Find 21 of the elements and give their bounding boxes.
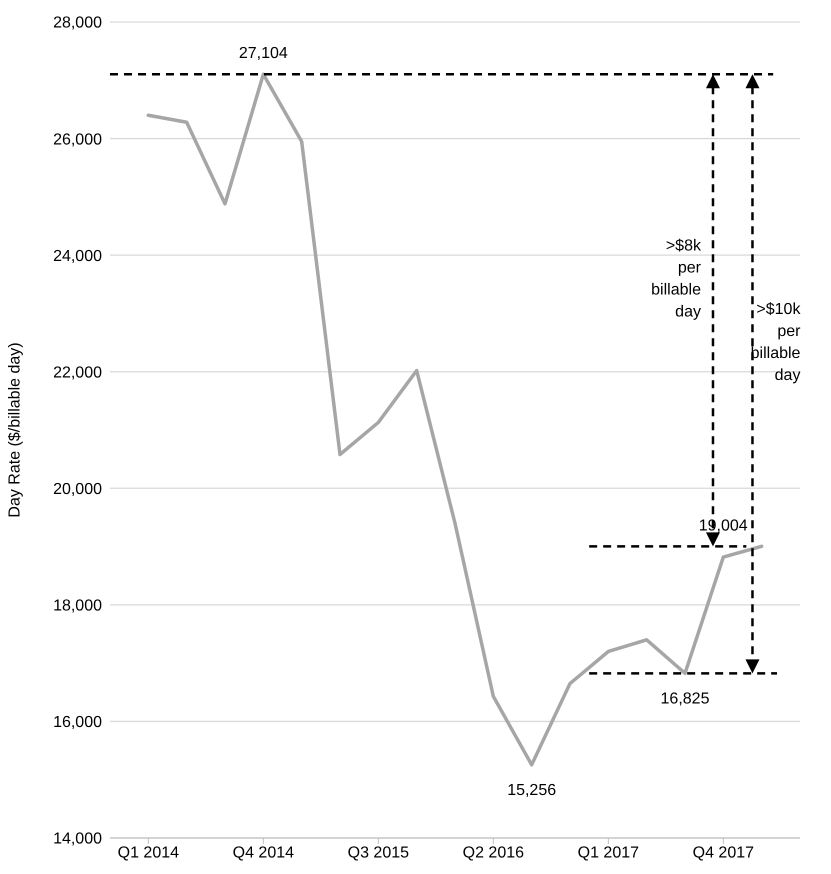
- data-label: 27,104: [238, 45, 288, 62]
- data-label: 19,004: [698, 517, 748, 534]
- y-tick-label: 18,000: [53, 598, 102, 615]
- y-tick-label: 20,000: [53, 480, 102, 498]
- data-label: 15,256: [507, 782, 556, 799]
- x-tick-label: Q1 2014: [118, 844, 180, 862]
- x-tick-label: Q4 2017: [692, 844, 754, 862]
- x-tick-label: Q3 2015: [348, 844, 410, 862]
- annotation: >$10k per billable day: [750, 300, 802, 384]
- x-tick-label: Q4 2014: [232, 844, 294, 862]
- x-tick-label: Q1 2017: [578, 844, 640, 862]
- y-tick-label: 28,000: [53, 14, 102, 32]
- annotation: >$8k per billable day: [651, 237, 702, 320]
- x-tick-label: Q2 2016: [462, 844, 524, 862]
- y-tick-label: 22,000: [53, 364, 102, 382]
- y-tick-label: 26,000: [53, 131, 102, 148]
- data-label: 16,825: [660, 690, 710, 708]
- y-tick-label: 14,000: [53, 830, 102, 848]
- y-tick-label: 24,000: [53, 248, 102, 265]
- y-tick-label: 16,000: [53, 714, 102, 732]
- y-axis-title: Day Rate ($/billable day): [6, 342, 24, 518]
